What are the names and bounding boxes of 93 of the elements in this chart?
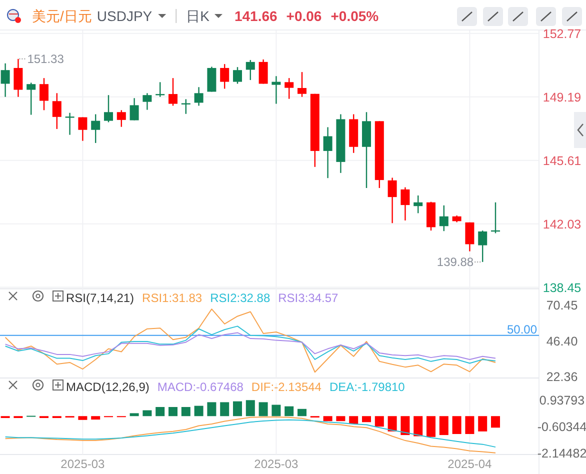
- candlestick: [258, 58, 268, 84]
- bar: [156, 407, 165, 416]
- bar: [349, 416, 358, 424]
- candlestick: [142, 92, 152, 110]
- candlestick: [414, 194, 423, 214]
- text: RSI3:34.57: [278, 291, 339, 305]
- text: +0.05%: [330, 8, 380, 24]
- line-series: [4, 416, 496, 454]
- line-series: [4, 326, 496, 364]
- candlestick: [272, 76, 281, 104]
- candlestick: [246, 59, 255, 81]
- y-tick-label: 145.61: [542, 154, 582, 168]
- bar: [181, 407, 190, 416]
- candlestick: [207, 66, 216, 92]
- text: 日K: [186, 8, 210, 24]
- candlestick: [78, 116, 88, 142]
- candlestick: [52, 92, 62, 130]
- x-tick-label: 2025-04: [448, 457, 492, 471]
- bar: [478, 416, 488, 432]
- bar: [426, 416, 436, 437]
- text: DEA:-1.79810: [329, 380, 406, 394]
- y-tick-label: -2.14482: [537, 446, 586, 460]
- bar: [130, 413, 139, 416]
- candlestick: [194, 86, 204, 106]
- chart-subtitle: USDJPY: [96, 8, 153, 24]
- y-tick-label: 70.45: [546, 298, 578, 312]
- line-series: [4, 332, 496, 360]
- bar: [388, 416, 397, 432]
- annotation: 151.33: [27, 52, 64, 66]
- annotation: 139.88: [436, 254, 474, 269]
- candlestick: [284, 77, 294, 100]
- x-tick-label: 2025-03: [60, 457, 106, 471]
- candlestick: [465, 222, 474, 252]
- bar: [142, 410, 152, 416]
- bar: [323, 416, 332, 422]
- y-tick-label: 46.40: [546, 334, 578, 348]
- candlestick: [0, 62, 10, 98]
- series-label: DIF:-2.13544: [251, 380, 322, 394]
- y-tick-label: 149.19: [542, 90, 582, 104]
- y-tick-label: 22.36: [546, 370, 578, 384]
- x-tick-label: 2025-03: [254, 457, 299, 471]
- bar: [491, 416, 500, 428]
- candlestick: [439, 204, 448, 232]
- series-label: MACD:-0.67468: [157, 380, 244, 394]
- candlestick: [168, 77, 178, 106]
- line-series: [4, 308, 496, 373]
- series-label: RSI1:31.83: [142, 291, 202, 305]
- bar: [400, 416, 410, 436]
- chart-title: MACD(12,26,9): [66, 380, 150, 394]
- bar: [272, 404, 281, 416]
- line-series: [4, 419, 496, 448]
- bar: [220, 402, 230, 416]
- candlestick: [116, 110, 126, 128]
- bar: [284, 406, 294, 416]
- candlestick: [298, 71, 306, 98]
- bar: [439, 416, 448, 436]
- ref-line-label: 50.00: [506, 322, 538, 336]
- y-tick-label: 142.03: [542, 217, 582, 232]
- bar: [91, 416, 100, 420]
- text: RSI2:32.88: [210, 291, 270, 305]
- candlestick: [233, 66, 242, 84]
- y-tick-label: 0.93793: [539, 394, 585, 408]
- chart-title: 美元/日元: [32, 8, 92, 24]
- candlestick: [220, 63, 230, 90]
- bar: [465, 416, 474, 434]
- chart-title: RSI(7,14,21): [66, 291, 134, 305]
- candlestick: [26, 82, 36, 116]
- bar: [336, 416, 346, 422]
- y-tick-label: 138.45: [542, 280, 582, 295]
- bar: [246, 400, 255, 416]
- bar: [78, 416, 88, 420]
- candlestick: [40, 77, 48, 111]
- y-tick-label: -0.60344: [537, 420, 586, 434]
- bar: [233, 401, 242, 416]
- y-tick-label: 152.77: [542, 26, 582, 41]
- text: 141.66: [234, 8, 278, 24]
- bar: [168, 407, 178, 416]
- bar: [207, 402, 216, 416]
- candlestick: [388, 177, 397, 224]
- bar: [362, 416, 371, 422]
- bar: [452, 416, 462, 434]
- bar: [374, 416, 384, 427]
- bar: [298, 408, 306, 416]
- candlestick: [323, 126, 332, 179]
- text: +0.06: [286, 8, 322, 24]
- candlestick: [130, 98, 139, 121]
- candlestick: [65, 112, 74, 136]
- bar: [258, 402, 268, 416]
- bar: [194, 406, 204, 416]
- candlestick: [400, 186, 410, 222]
- bar: [414, 416, 423, 436]
- candlestick: [91, 114, 100, 144]
- candlestick: [104, 94, 113, 123]
